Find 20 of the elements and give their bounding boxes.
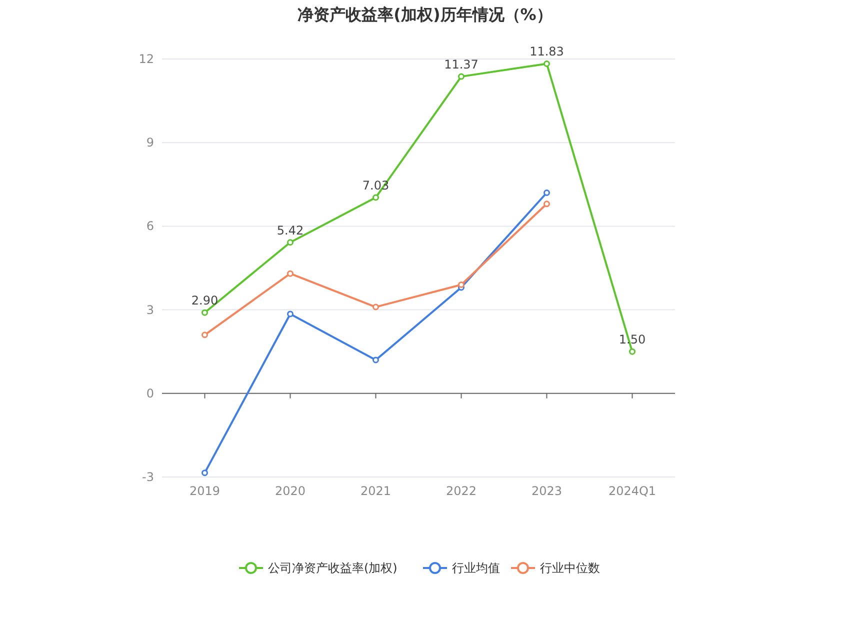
- y-tick-label: 3: [146, 302, 154, 317]
- y-tick-label: 9: [146, 136, 154, 150]
- chart-title: 净资产收益率(加权)历年情况（%）: [298, 5, 552, 24]
- x-tick-label: 2019: [189, 484, 220, 498]
- legend-label: 公司净资产收益率(加权): [268, 561, 398, 575]
- data-label: 11.83: [530, 44, 564, 59]
- x-tick-label: 2023: [531, 484, 562, 498]
- x-tick-label: 2024Q1: [608, 484, 656, 498]
- data-label: 11.37: [444, 58, 478, 72]
- x-tick-label: 2020: [274, 484, 306, 498]
- legend-label: 行业中位数: [540, 561, 600, 575]
- y-tick-label: 6: [146, 219, 154, 234]
- y-tick-label: 0: [146, 386, 154, 400]
- data-label: 2.90: [191, 294, 218, 308]
- y-tick-label: -3: [142, 470, 154, 484]
- y-tick-label: 12: [138, 52, 154, 66]
- x-tick-label: 2021: [360, 484, 392, 498]
- x-tick-label: 2022: [446, 484, 477, 498]
- legend-label: 行业均值: [452, 561, 500, 575]
- data-label: 5.42: [276, 223, 304, 238]
